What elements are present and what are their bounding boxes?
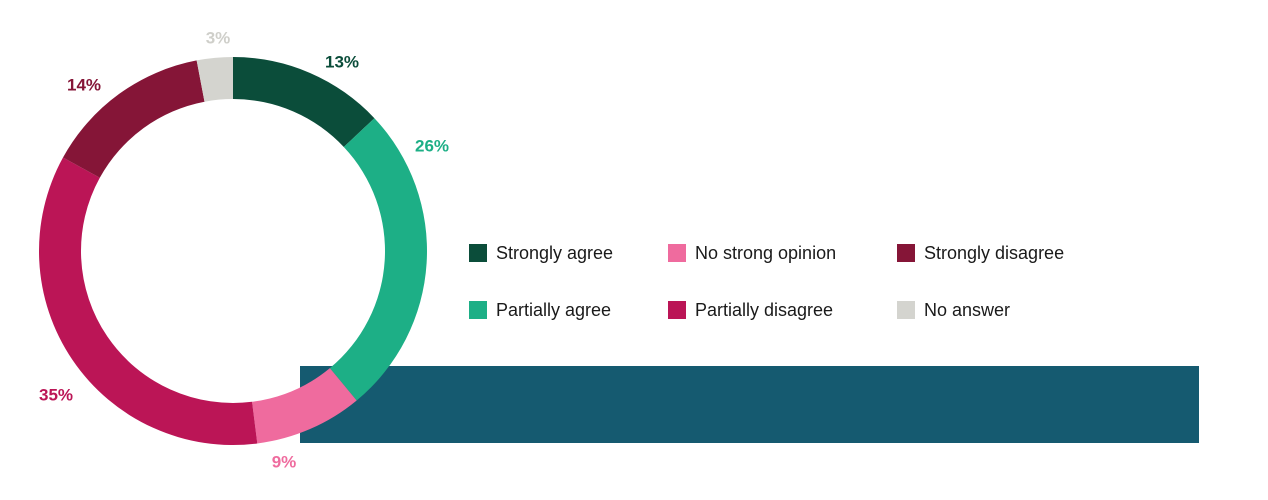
legend-swatch [668, 244, 686, 262]
legend-item-no-strong-opinion: No strong opinion [668, 242, 836, 264]
legend-item-strongly-agree: Strongly agree [469, 242, 613, 264]
chart-legend: Strongly agree No strong opinion Strongl… [469, 242, 1109, 332]
legend-item-strongly-disagree: Strongly disagree [897, 242, 1064, 264]
legend-swatch [897, 244, 915, 262]
legend-swatch [469, 301, 487, 319]
legend-item-no-answer: No answer [897, 299, 1010, 321]
legend-swatch [897, 301, 915, 319]
slice-label-no-answer: 3% [206, 28, 231, 47]
slice-label-partially-agree: 26% [415, 136, 449, 155]
slice-strongly-agree [233, 57, 375, 147]
slice-labels: 13% 26% 9% 35% 14% 3% [39, 28, 449, 471]
legend-label: Partially disagree [695, 299, 834, 320]
slice-partially-disagree [39, 157, 258, 445]
legend-label: No answer [924, 299, 1011, 320]
legend-item-partially-disagree: Partially disagree [668, 299, 833, 321]
legend-swatch [668, 301, 686, 319]
slice-no-answer [196, 57, 233, 102]
legend-item-partially-agree: Partially agree [469, 299, 611, 321]
background-band [300, 366, 1199, 443]
slice-label-partially-disagree: 35% [39, 385, 73, 404]
slice-label-strongly-disagree: 14% [67, 75, 101, 94]
slice-label-strongly-agree: 13% [325, 52, 359, 71]
slice-partially-agree [329, 118, 428, 401]
legend-label: No strong opinion [695, 242, 837, 263]
slice-no-strong-opinion [252, 368, 357, 444]
legend-label: Strongly disagree [924, 242, 1065, 263]
slice-strongly-disagree [62, 60, 205, 178]
slice-label-no-strong-opinion: 9% [272, 452, 297, 471]
donut-slices [39, 57, 428, 445]
legend-label: Strongly agree [496, 242, 614, 263]
legend-swatch [469, 244, 487, 262]
donut-chart: 13% 26% 9% 35% 14% 3% [39, 28, 449, 471]
legend-label: Partially agree [496, 299, 612, 320]
